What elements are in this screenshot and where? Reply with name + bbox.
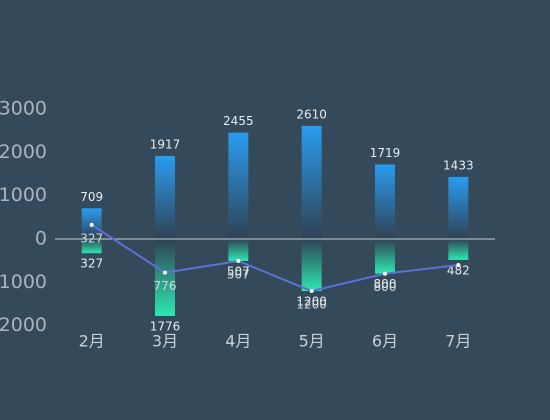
bar — [81, 239, 102, 254]
bar — [448, 239, 469, 260]
data-label: 709 — [80, 190, 103, 204]
bar — [155, 155, 175, 240]
bar — [228, 132, 249, 240]
bar — [301, 125, 322, 240]
data-label: 507 — [227, 264, 250, 278]
line-point — [456, 263, 461, 268]
x-tick-label: 7月 — [445, 332, 471, 351]
data-label: 327 — [80, 257, 103, 271]
y-tick-label: 2000 — [0, 141, 47, 163]
y-tick-label: 0 — [35, 228, 47, 250]
data-label: 800 — [374, 280, 397, 294]
data-label: 1917 — [150, 137, 181, 151]
x-tick-label: 6月 — [372, 332, 398, 351]
line-point — [236, 258, 241, 263]
data-label: 507 — [227, 267, 250, 281]
bar — [448, 176, 469, 240]
bar — [375, 239, 395, 274]
data-label: 1776 — [150, 319, 181, 333]
bar — [375, 164, 395, 240]
line-point — [163, 270, 167, 275]
x-tick-label: 3月 — [152, 332, 178, 351]
bar — [155, 239, 175, 316]
bar — [228, 239, 249, 261]
line-point — [309, 289, 314, 294]
data-label: 1719 — [370, 146, 401, 160]
data-label: 482 — [447, 263, 470, 277]
data-label: 1200 — [296, 298, 327, 312]
data-label: 1433 — [443, 158, 474, 172]
data-label: 2610 — [296, 107, 327, 121]
data-label: 2455 — [223, 114, 254, 128]
data-label: 800 — [374, 277, 397, 291]
y-tick-label: 1000 — [0, 184, 47, 206]
line-point — [89, 222, 94, 227]
y-tick-label: 3000 — [0, 98, 47, 120]
bar — [301, 239, 322, 292]
line — [91, 224, 459, 293]
x-tick-label: 5月 — [299, 332, 325, 351]
x-tick-label: 4月 — [225, 332, 251, 351]
data-label: 327 — [80, 231, 103, 245]
data-label: 776 — [154, 279, 177, 293]
line-point — [383, 271, 387, 276]
x-tick-label: 2月 — [79, 332, 105, 351]
data-label: 1200 — [296, 295, 327, 309]
y-tick-label: 2000 — [0, 314, 47, 336]
y-tick-label: 1000 — [0, 271, 47, 293]
